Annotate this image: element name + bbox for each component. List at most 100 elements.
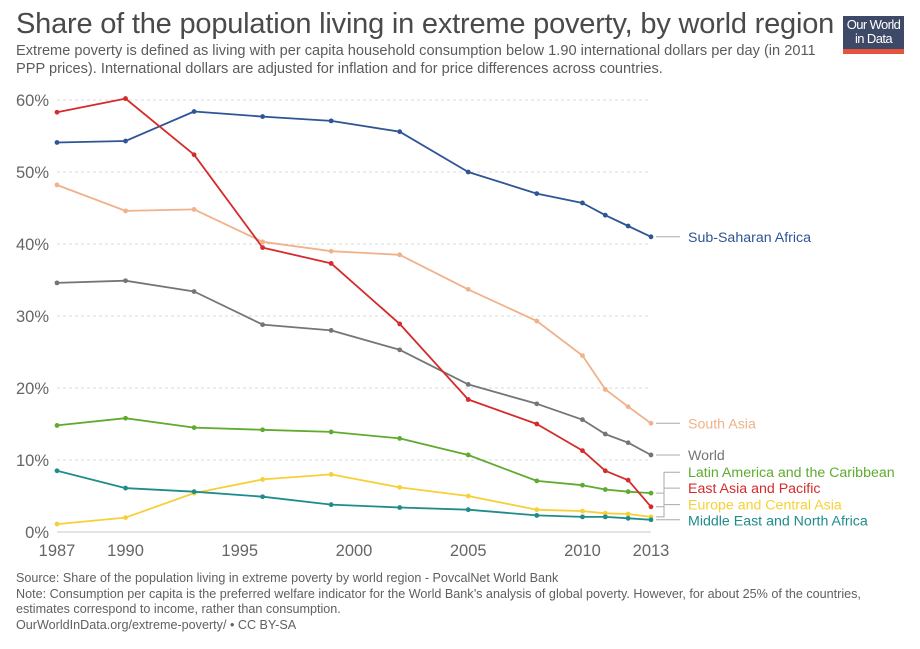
label-connector [656,471,680,494]
data-point [397,321,403,327]
data-point [397,505,403,510]
data-point [191,489,197,495]
data-point [465,452,471,458]
data-point [648,420,654,426]
x-tick-label: 1987 [39,542,76,560]
data-point [602,431,608,437]
data-point [328,261,334,266]
data-point [260,477,266,482]
data-point [580,482,585,488]
data-point [123,515,128,520]
x-tick-label: 2010 [564,542,601,560]
data-point [580,200,585,206]
series-end-label: East Asia and Pacific [688,481,821,497]
data-point [534,478,540,484]
data-point [625,404,631,410]
data-point [465,507,471,513]
y-tick-label: 30% [16,308,49,326]
data-point [602,510,608,516]
y-tick-label: 40% [16,236,49,254]
data-point [580,448,585,454]
data-point [260,427,266,433]
series-world [54,278,654,458]
data-point [397,436,403,441]
data-point [54,521,60,527]
chart-footer: Source: Share of the population living i… [16,571,896,633]
series-end-label: South Asia [688,416,756,432]
data-point [123,278,128,284]
note-text: Note: Consumption per capita is the pref… [16,586,861,617]
data-point [648,234,654,240]
data-point [648,490,654,496]
data-point [580,514,585,520]
series-end-label: Sub-Saharan Africa [688,230,811,246]
data-point [397,347,403,353]
data-point [602,387,608,392]
x-tick-label: 1990 [107,542,144,560]
data-point [191,207,197,212]
x-tick-label: 2013 [633,542,670,560]
data-point [123,208,128,214]
data-point [191,152,197,158]
data-point [328,502,334,508]
y-tick-label: 50% [16,164,49,182]
series-line [56,469,652,521]
data-point [123,138,128,144]
data-point [123,96,128,101]
license-link[interactable]: OurWorldInData.org/extreme-poverty/ • CC… [16,617,297,632]
y-tick-label: 60% [16,92,49,110]
data-point [534,507,540,513]
series-line [56,279,652,456]
data-point [465,169,471,175]
series-end-label: Latin America and the Caribbean [688,465,895,481]
data-point [260,494,266,500]
series-line [56,97,652,508]
logo-line-1: Our World [846,17,901,32]
chart-subtitle: Extreme poverty is defined as living wit… [16,43,816,77]
data-point [625,515,631,521]
owid-logo[interactable]: Our World in Data [843,16,904,54]
chart-title: Share of the population living in extrem… [16,8,835,40]
series-middle-east-and-north-africa [54,468,654,523]
data-point [260,322,266,328]
data-point [328,328,334,333]
series-line [56,473,652,525]
data-point [328,118,334,124]
data-point [465,397,471,402]
series-lines [54,96,654,527]
data-point [648,504,654,510]
data-point [328,429,334,435]
series-end-label: World [688,448,725,464]
data-point [328,248,334,254]
data-point [397,129,403,135]
data-point [123,415,128,421]
series-east-asia-and-pacific [54,96,654,510]
data-point [260,114,266,119]
data-point [123,485,128,491]
data-point [397,252,403,258]
data-point [648,452,654,458]
x-tick-label: 2005 [450,542,487,560]
data-point [602,212,608,218]
data-point [534,191,540,197]
source-text: Source: Share of the population living i… [16,571,559,585]
series-line [56,417,652,494]
axes: 0% 10% 20% 30% 40% 50% 60% 1987 1990 1995 2000 2005… [16,92,669,560]
series-end-label: Middle East and North Africa [688,513,868,529]
data-point [54,468,60,474]
data-point [625,511,631,517]
data-point [580,508,585,514]
data-point [54,140,60,145]
x-tick-label: 2000 [336,542,373,560]
series-sub-saharan-africa [54,109,654,240]
data-point [602,468,608,474]
data-point [465,382,471,387]
data-point [625,440,631,446]
data-point [54,423,60,428]
data-point [648,517,654,523]
data-point [54,280,60,286]
gridlines [57,99,651,533]
y-tick-label: 0% [25,524,49,542]
series-south-asia [54,182,654,426]
